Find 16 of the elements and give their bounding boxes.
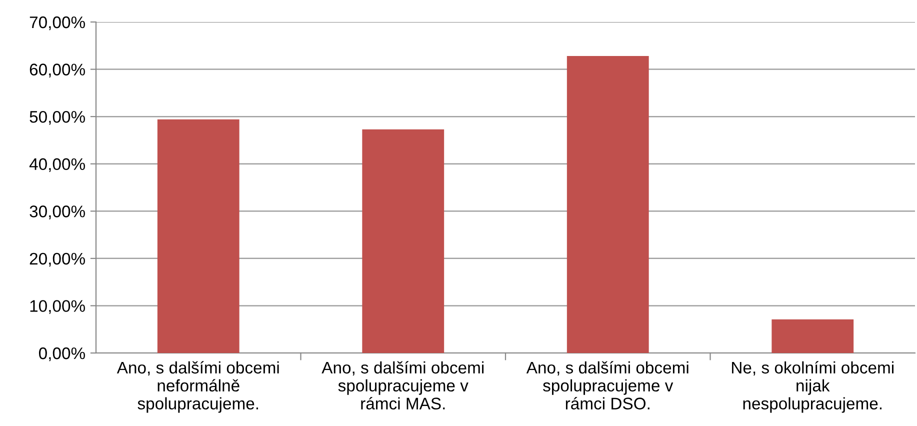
y-tick-label: 20,00%	[30, 252, 85, 267]
x-tick-label: Ne, s okolními obcemi nijak nespolupracujeme.	[732, 361, 894, 413]
x-tick-label: Ano, s dalšími obcemi neformálně spolupracujeme.	[116, 361, 279, 413]
x-tick-label: Ano, s dalšími obcemi spolupracujeme v rámci MAS.	[322, 361, 484, 410]
y-tick-label: 50,00%	[30, 110, 85, 125]
x-tick-label: Ano, s dalšími obcemi spolupracujeme v rámci DSO.	[526, 361, 688, 410]
y-tick-label: 40,00%	[29, 158, 85, 172]
bar	[362, 129, 444, 353]
bar	[157, 119, 240, 353]
y-tick-label: 70,00%	[30, 16, 85, 30]
y-tick-label: 0,00%	[38, 347, 85, 362]
y-tick-label: 10,00%	[30, 300, 85, 314]
y-tick-label: 30,00%	[30, 206, 85, 220]
bar	[566, 56, 649, 353]
bar	[772, 319, 854, 353]
y-tick-label: 60,00%	[30, 64, 85, 78]
